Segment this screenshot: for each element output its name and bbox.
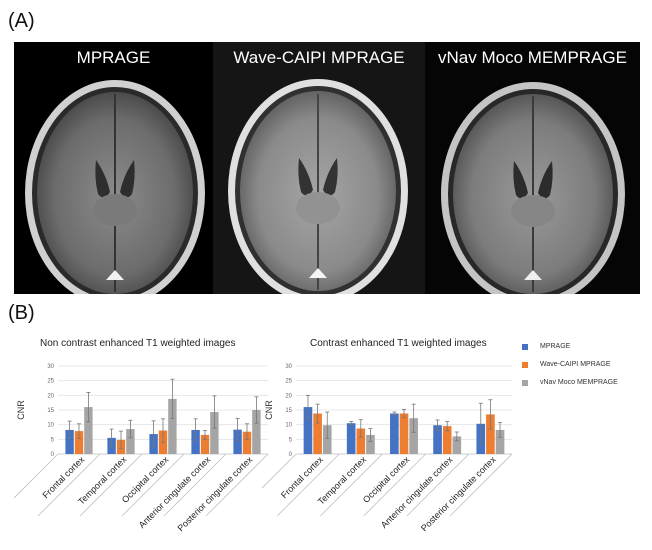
bar: [409, 418, 418, 454]
mri-label-wave-caipi: Wave-CAIPI MPRAGE: [233, 48, 405, 67]
category-divider: [276, 453, 340, 517]
x-tick-label: Anterior cingulate cortex: [137, 454, 213, 530]
category-divider: [14, 453, 59, 499]
mri-panel-mprage: MPRAGE: [14, 42, 213, 294]
bar: [346, 423, 356, 454]
legend-item-wave-caipi: Wave-CAIPI MPRAGE: [518, 360, 652, 378]
bar: [252, 410, 261, 454]
legend-item-vnav-moco: vNav Moco MEMPRAGE: [518, 378, 652, 396]
panel-b-label: (B): [8, 302, 35, 324]
category-divider: [363, 453, 426, 517]
y-tick-label: 5: [289, 437, 293, 443]
y-tick-label: 10: [285, 423, 292, 429]
category-divider: [262, 453, 297, 489]
bar: [433, 425, 442, 454]
chart-title: Non contrast enhanced T1 weighted images: [40, 338, 236, 349]
mri-panel-vnav-moco: vNav Moco MEMPRAGE: [425, 42, 640, 294]
legend-swatch: [522, 380, 528, 386]
bar: [126, 429, 135, 454]
legend-swatch: [522, 344, 528, 350]
y-tick-label: 30: [47, 364, 54, 370]
mri-image-strip: MPRAGE Wave-CAIPI MPRAGE: [14, 42, 640, 294]
bar: [74, 431, 84, 454]
bar: [366, 434, 375, 454]
category-divider: [320, 453, 383, 517]
y-tick-label: 0: [289, 452, 293, 458]
y-axis-label: CNR: [16, 400, 26, 420]
bar: [313, 413, 322, 454]
brain-mri-image: [441, 82, 625, 294]
brain-mri-image: [228, 79, 408, 294]
y-tick-label: 25: [47, 379, 54, 385]
legend-item-mprage: MPRAGE: [518, 342, 652, 360]
bar: [191, 429, 200, 454]
bar: [322, 425, 332, 454]
category-divider: [79, 453, 143, 517]
x-tick-label: Posterior cingulate cortex: [176, 454, 255, 533]
bar: [356, 428, 366, 454]
bar: [390, 413, 399, 454]
legend-label: vNav Moco MEMPRAGE: [540, 379, 618, 386]
chart-non-contrast: Non contrast enhanced T1 weighted images…: [14, 338, 269, 533]
y-tick-label: 0: [51, 452, 55, 458]
mri-label-vnav-moco: vNav Moco MEMPRAGE: [438, 48, 627, 67]
chart-contrast: Contrast enhanced T1 weighted images CNR 0…: [262, 338, 513, 533]
chart-legend: MPRAGE Wave-CAIPI MPRAGE vNav Moco MEMPR…: [518, 342, 652, 396]
y-tick-label: 20: [47, 393, 54, 399]
y-tick-label: 10: [47, 423, 54, 429]
mri-label-mprage: MPRAGE: [76, 48, 151, 67]
bar: [210, 412, 219, 454]
bar: [65, 429, 74, 454]
bar: [486, 414, 495, 454]
y-tick-label: 15: [285, 408, 292, 414]
bar: [84, 407, 93, 454]
legend-swatch: [522, 362, 528, 368]
x-tick-label: Posterior cingulate cortex: [419, 454, 498, 533]
y-axis-label: CNR: [264, 400, 274, 420]
mri-panel-wave-caipi: Wave-CAIPI MPRAGE: [213, 42, 425, 294]
y-tick-label: 15: [47, 408, 54, 414]
bar: [233, 429, 242, 454]
bar: [242, 431, 252, 454]
bar: [442, 426, 452, 454]
x-tick-label: Frontal cortex: [40, 454, 86, 500]
category-divider: [37, 453, 101, 517]
bar: [303, 407, 313, 454]
y-tick-label: 30: [285, 364, 292, 370]
category-divider: [121, 453, 185, 517]
brain-mri-image: [25, 80, 205, 294]
bar: [399, 413, 409, 454]
category-divider: [449, 453, 513, 517]
panel-a-label: (A): [8, 10, 35, 32]
y-tick-label: 20: [285, 393, 292, 399]
bar: [200, 434, 210, 454]
y-tick-label: 5: [51, 437, 55, 443]
y-tick-label: 25: [285, 379, 292, 385]
category-divider: [205, 453, 269, 517]
bar: [168, 398, 177, 454]
bar: [452, 436, 462, 454]
legend-label: Wave-CAIPI MPRAGE: [540, 361, 611, 368]
x-tick-label: Anterior cingulate cortex: [379, 454, 455, 530]
legend-label: MPRAGE: [540, 343, 571, 350]
category-divider: [406, 453, 470, 517]
x-tick-label: Frontal cortex: [279, 454, 325, 500]
category-divider: [163, 453, 227, 517]
bar: [495, 429, 505, 454]
chart-title: Contrast enhanced T1 weighted images: [310, 338, 487, 349]
